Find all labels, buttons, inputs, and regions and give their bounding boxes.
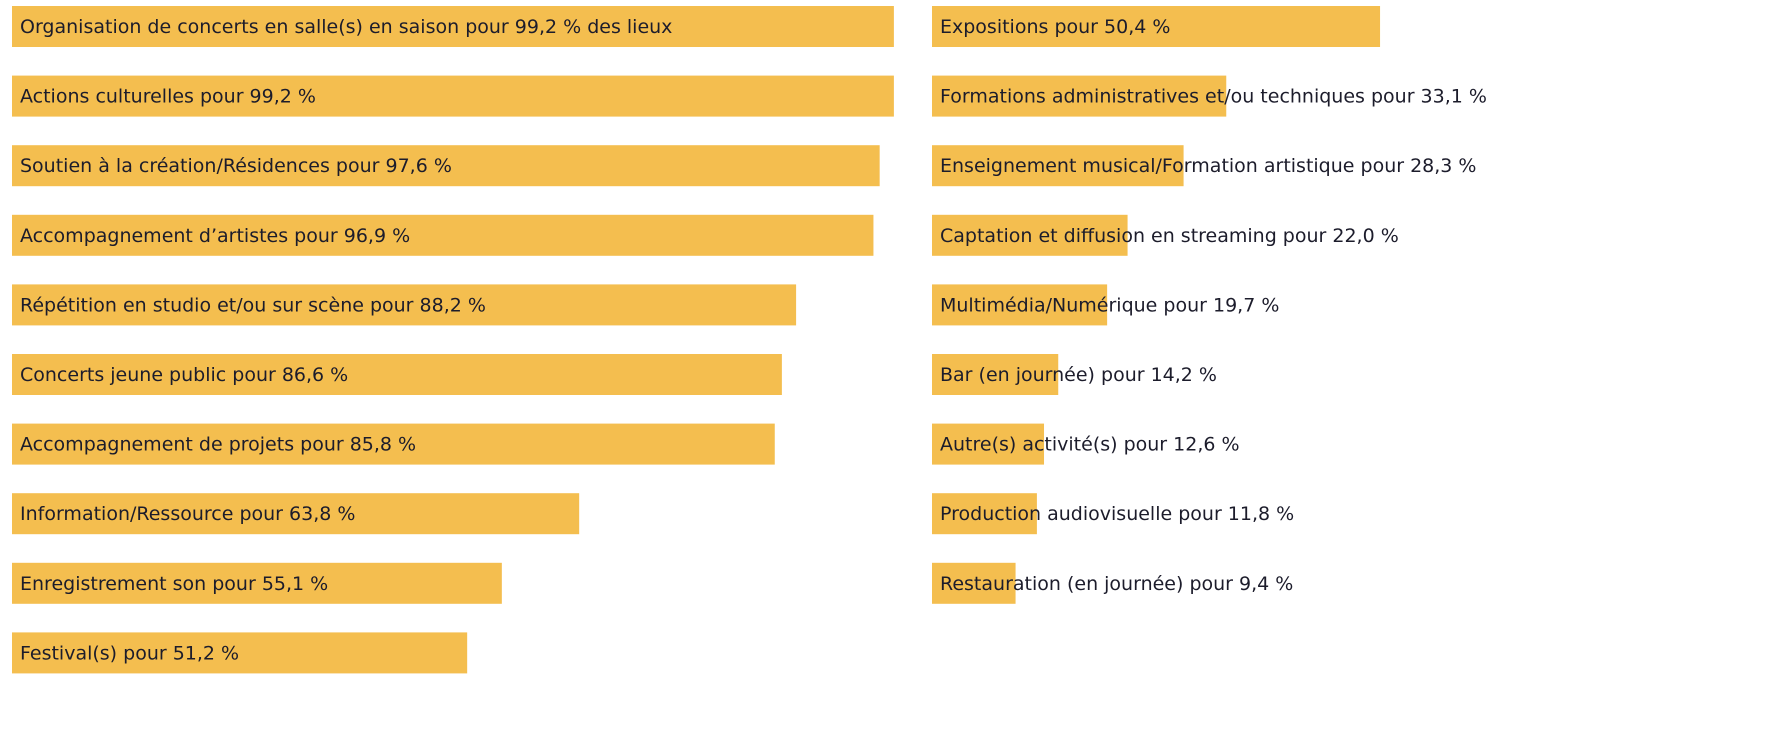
- bar-label: Accompagnement de projets pour 85,8 %: [20, 434, 416, 456]
- bar: [12, 562, 502, 604]
- bar: [932, 423, 1045, 465]
- bar-label: Production audiovisuelle pour 11,8 %: [940, 503, 1294, 525]
- bar-label: Bar (en journée) pour 14,2 %: [940, 364, 1217, 386]
- bar-label: Captation et diffusion en streaming pour…: [940, 225, 1399, 247]
- bar-label: Multimédia/Numérique pour 19,7 %: [940, 294, 1279, 316]
- bar: [12, 354, 782, 395]
- bar-label: Accompagnement d’artistes pour 96,9 %: [20, 225, 410, 247]
- bar: [12, 75, 894, 117]
- bar-label: Soutien à la création/Résidences pour 97…: [20, 155, 452, 177]
- bar-label: Répétition en studio et/ou sur scène pou…: [20, 294, 486, 316]
- bar: [12, 284, 797, 326]
- bar: [12, 423, 775, 465]
- bar: [12, 214, 874, 256]
- bar: [12, 145, 880, 187]
- bar: [12, 6, 894, 47]
- bar: [932, 214, 1128, 256]
- bar-label: Festival(s) pour 51,2 %: [20, 642, 239, 664]
- bar-label: Information/Ressource pour 63,8 %: [20, 503, 355, 525]
- bar-label: Expositions pour 50,4 %: [940, 16, 1170, 38]
- bar-label: Enregistrement son pour 55,1 %: [20, 573, 328, 595]
- bar: [12, 493, 580, 535]
- bar-label: Actions culturelles pour 99,2 %: [20, 86, 316, 108]
- bar: [932, 284, 1108, 326]
- bar-label: Organisation de concerts en salle(s) en …: [20, 16, 672, 38]
- bar-label: Enseignement musical/Formation artistiqu…: [940, 155, 1477, 177]
- bar: [932, 354, 1059, 395]
- bar-label: Restauration (en journée) pour 9,4 %: [940, 573, 1293, 595]
- bar-label: Concerts jeune public pour 86,6 %: [20, 364, 348, 386]
- bar: [932, 6, 1381, 47]
- bar-label: Autre(s) activité(s) pour 12,6 %: [940, 434, 1240, 456]
- bar: [932, 493, 1037, 535]
- bar: [932, 562, 1016, 604]
- bar: [12, 632, 468, 674]
- bar-label: Formations administratives et/ou techniq…: [940, 86, 1487, 108]
- bar: [932, 145, 1184, 187]
- bar: [932, 75, 1227, 117]
